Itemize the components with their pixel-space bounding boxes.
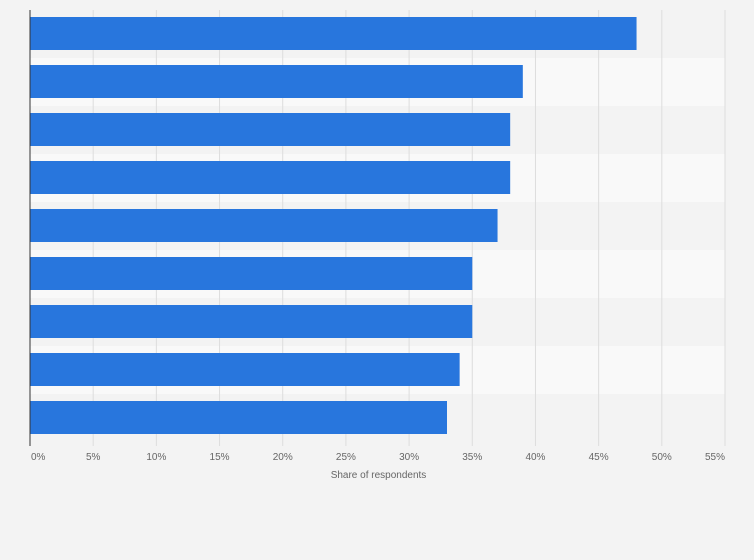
bars — [30, 17, 637, 434]
x-tick-label: 0% — [31, 452, 46, 463]
x-tick-label: 50% — [652, 452, 672, 463]
x-tick-label: 10% — [146, 452, 166, 463]
x-tick-label: 5% — [86, 452, 101, 463]
x-tick-label: 55% — [705, 452, 725, 463]
bar — [30, 17, 637, 50]
x-axis-label: Share of respondents — [331, 470, 427, 481]
bar — [30, 113, 511, 146]
bar — [30, 257, 473, 290]
x-tick-label: 30% — [399, 452, 419, 463]
x-tick-label: 15% — [210, 452, 230, 463]
x-tick-label: 40% — [525, 452, 545, 463]
bar — [30, 209, 498, 242]
bar — [30, 65, 523, 98]
x-tick-label: 25% — [336, 452, 356, 463]
bar — [30, 161, 511, 194]
x-tick-label: 45% — [589, 452, 609, 463]
x-tick-label: 35% — [462, 452, 482, 463]
bar — [30, 353, 460, 386]
x-tick-label: 20% — [273, 452, 293, 463]
bar — [30, 305, 473, 338]
x-tick-labels: 0% 5% 10% 15% 20% 25% 30% 35% 40% 45% 50% 55% — [31, 452, 725, 463]
bar — [30, 401, 447, 434]
